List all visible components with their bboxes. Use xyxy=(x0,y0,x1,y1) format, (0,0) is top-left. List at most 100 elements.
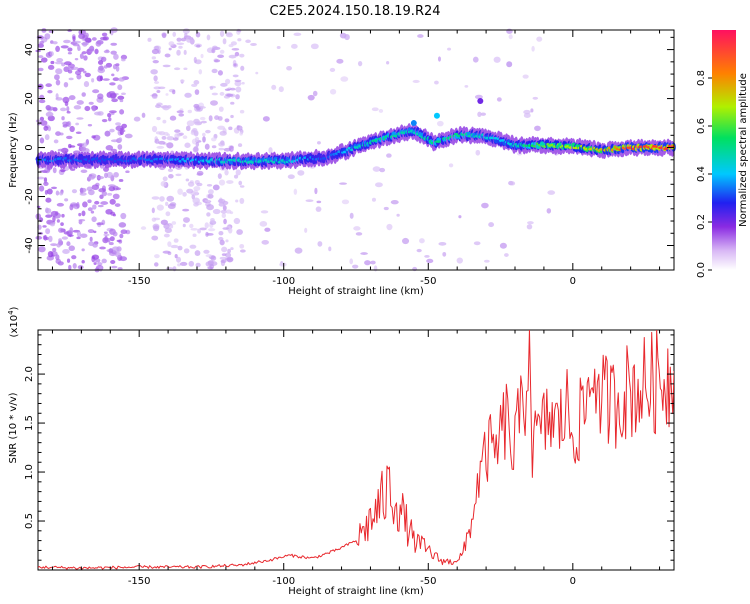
noise-cell xyxy=(62,248,70,255)
noise-cell xyxy=(116,239,121,243)
noise-cell xyxy=(151,235,159,241)
noise-cell xyxy=(193,186,201,191)
noise-cell xyxy=(166,195,175,202)
snr-series-line xyxy=(38,330,674,570)
noise-cell xyxy=(194,250,201,257)
noise-cell xyxy=(185,178,190,182)
noise-cell xyxy=(76,202,80,209)
noise-cell xyxy=(62,124,68,128)
noise-cell xyxy=(68,77,74,81)
noise-cell xyxy=(480,112,486,116)
noise-cell xyxy=(109,198,116,205)
noise-cell xyxy=(530,108,534,113)
noise-cell xyxy=(234,80,242,87)
noise-cell xyxy=(224,169,229,176)
noise-cell xyxy=(81,248,85,252)
noise-cell xyxy=(44,134,50,141)
colorbar-ticks: 0.0 0.2 0.4 0.6 0.8 xyxy=(696,70,712,278)
noise-cell xyxy=(147,37,152,42)
noise-cell xyxy=(64,61,72,66)
noise-cell xyxy=(227,227,233,234)
noise-cell xyxy=(160,180,167,187)
noise-cell xyxy=(80,148,87,152)
noise-cell xyxy=(83,55,88,61)
noise-cell xyxy=(194,136,200,142)
noise-cell xyxy=(101,191,108,197)
noise-cell xyxy=(165,93,169,96)
noise-cell xyxy=(522,74,529,79)
noise-cell xyxy=(424,254,430,258)
noise-cell xyxy=(119,99,124,103)
noise-cell xyxy=(154,262,159,267)
noise-cell xyxy=(81,210,86,217)
noise-cell xyxy=(210,100,218,106)
snr-frame xyxy=(37,329,675,571)
noise-cell xyxy=(194,89,200,95)
noise-cell xyxy=(72,263,77,269)
noise-cell xyxy=(207,266,214,270)
noise-cell xyxy=(97,93,104,100)
noise-cell xyxy=(156,204,164,211)
noise-cell xyxy=(195,106,201,110)
noise-cell xyxy=(92,106,97,111)
noise-cell xyxy=(212,45,218,50)
noise-cell xyxy=(54,74,60,81)
noise-cell xyxy=(386,223,393,231)
noise-cell xyxy=(152,95,158,99)
noise-cell xyxy=(192,189,199,196)
noise-cell xyxy=(36,205,41,209)
spectrogram-frame xyxy=(37,29,675,271)
noise-cell xyxy=(184,92,192,98)
noise-cell xyxy=(153,225,160,232)
noise-cell xyxy=(205,254,213,258)
noise-cell xyxy=(233,63,237,67)
noise-cell xyxy=(117,84,123,91)
noise-cell xyxy=(217,54,225,59)
noise-cell xyxy=(230,114,234,119)
noise-cell xyxy=(77,265,84,270)
noise-cell xyxy=(110,139,119,143)
noise-cell xyxy=(78,218,86,222)
noise-cell xyxy=(488,222,495,228)
noise-cell xyxy=(88,241,95,247)
noise-cell xyxy=(196,182,203,187)
noise-cell xyxy=(195,31,201,38)
noise-cell xyxy=(109,128,115,133)
noise-cell xyxy=(217,125,226,130)
noise-cell xyxy=(371,197,377,202)
noise-cell xyxy=(183,248,190,254)
noise-cell xyxy=(209,86,214,90)
noise-cell xyxy=(113,171,119,178)
noise-cell xyxy=(69,125,75,133)
noise-cell xyxy=(161,135,167,140)
noise-cell xyxy=(167,203,176,210)
noise-cell xyxy=(239,185,245,188)
noise-cell xyxy=(212,184,220,191)
snr-y-multiplier: (x104) xyxy=(7,306,20,337)
noise-cell xyxy=(218,179,226,186)
noise-cell xyxy=(64,198,69,202)
noise-cell xyxy=(190,227,198,231)
colorbar-gradient xyxy=(712,30,736,270)
noise-cell xyxy=(120,127,125,131)
noise-cell xyxy=(108,248,114,254)
noise-cell xyxy=(124,133,133,139)
noise-cell xyxy=(141,112,146,118)
snr-y-tick-label: 2.0 xyxy=(24,366,35,382)
noise-cell xyxy=(225,252,232,258)
svg-text:(x104): (x104) xyxy=(7,306,20,337)
noise-cell xyxy=(89,236,93,242)
noise-cell xyxy=(206,34,211,41)
noise-cell xyxy=(82,201,88,208)
noise-cell xyxy=(208,228,216,232)
noise-cell xyxy=(110,42,118,46)
noise-cell xyxy=(112,231,118,237)
noise-cell xyxy=(219,30,225,37)
spectrogram-y-tick-label: 0 xyxy=(24,144,35,150)
noise-cell xyxy=(316,200,322,204)
noise-cell xyxy=(99,65,104,71)
noise-cell xyxy=(436,120,444,127)
noise-cell xyxy=(106,171,113,179)
noise-cell xyxy=(84,37,92,43)
